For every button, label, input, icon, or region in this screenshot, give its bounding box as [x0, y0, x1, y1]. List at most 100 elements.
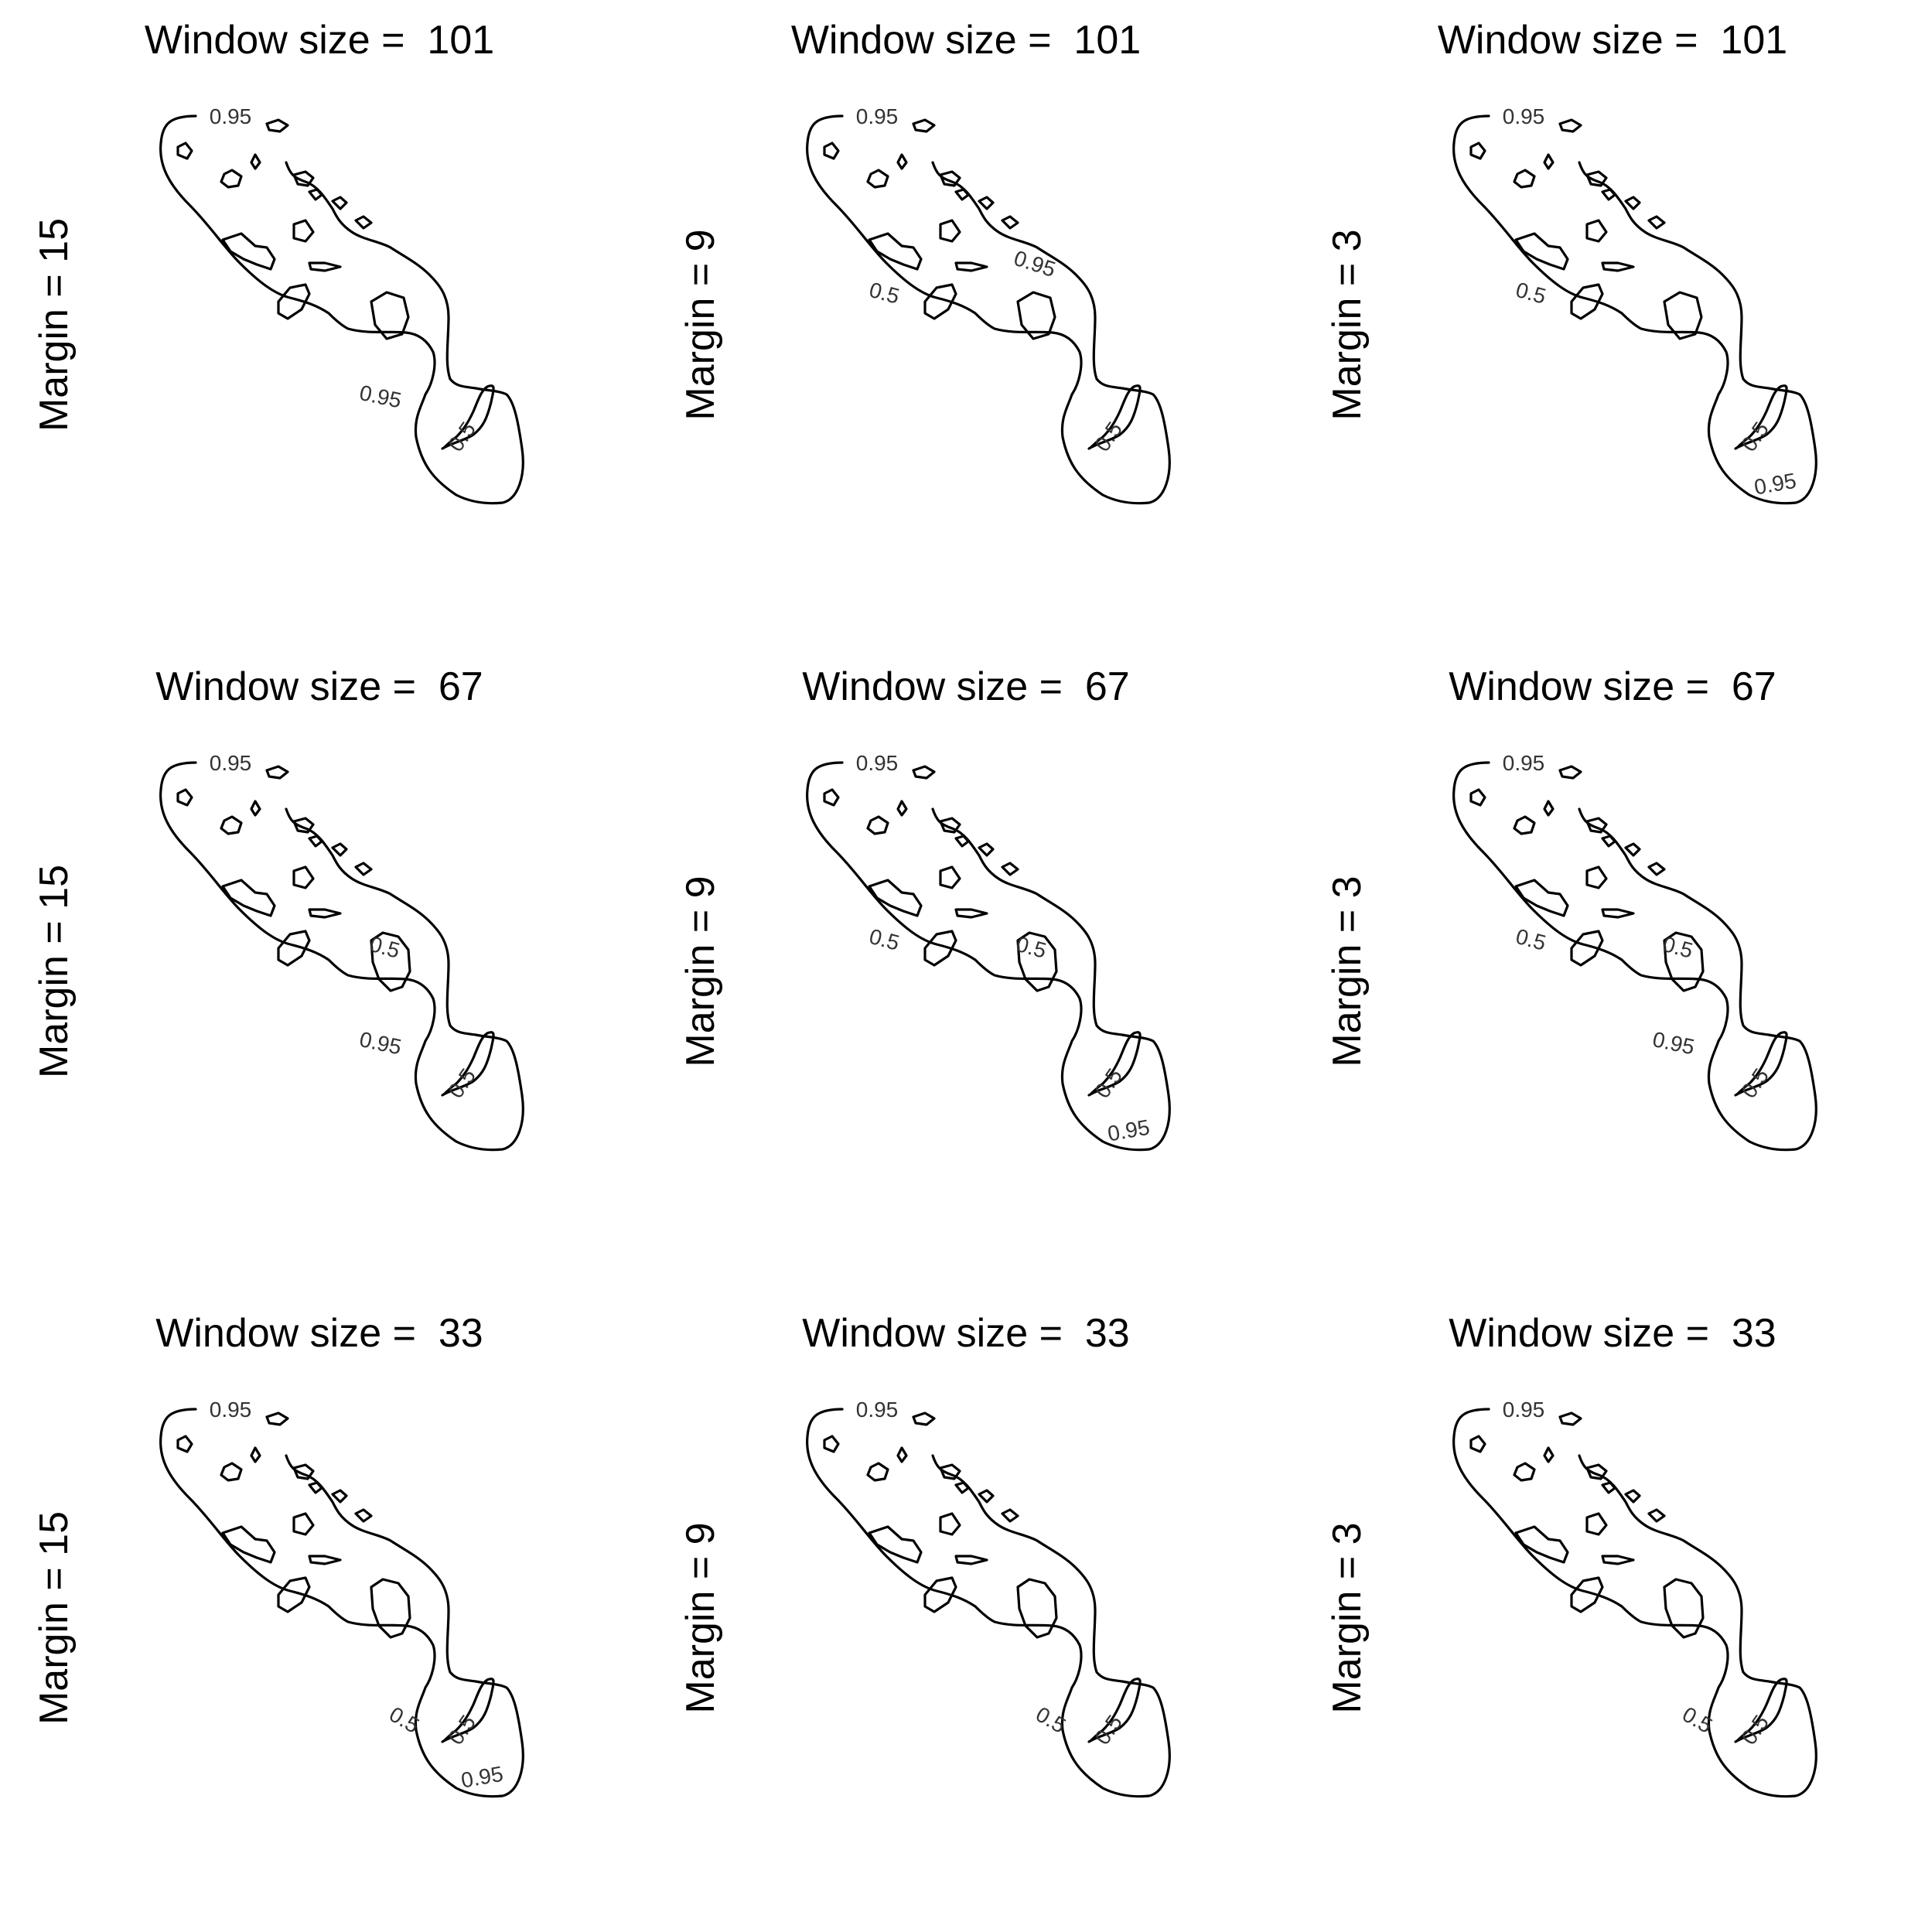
contour-line-05	[823, 1435, 840, 1453]
contour-level-label: 0.95	[1106, 1115, 1152, 1146]
contour-line-05	[1016, 291, 1056, 340]
contour-level-label: 0.95	[856, 751, 899, 775]
contour-line-05	[1558, 118, 1582, 133]
contour-line-095	[806, 114, 1171, 505]
contour-plot: 0.950.5 0.5	[806, 1398, 1171, 1798]
contour-line-05	[277, 1576, 311, 1613]
contour-line-05	[1601, 908, 1635, 919]
contour-line-05	[978, 196, 995, 210]
contour-line-05	[250, 153, 261, 170]
contour-line-05	[1001, 215, 1019, 230]
contour-level-label: 0.5	[1736, 1064, 1773, 1103]
contour-line-05	[1570, 283, 1604, 320]
contour-line-05	[954, 261, 988, 272]
panel-title: Window size = 67	[1449, 664, 1776, 709]
contour-line-05	[1001, 1508, 1019, 1523]
contour-level-label: 0.5	[867, 278, 903, 309]
contour-plot: 0.95 0.95 0.5	[159, 104, 524, 505]
contour-line-05	[308, 835, 323, 848]
contour-plot: 0.950.50.50.95	[1452, 104, 1817, 505]
contour-line-05	[1513, 169, 1536, 189]
contour-level-label: 0.95	[1752, 469, 1798, 500]
contour-line-05	[1601, 261, 1635, 272]
contour-level-label: 0.5	[1514, 924, 1549, 955]
contour-line-05	[1016, 1578, 1058, 1639]
contour-line-05	[912, 118, 936, 133]
contour-line-095	[159, 1408, 524, 1798]
contour-level-label: 0.95	[210, 104, 252, 128]
contour-line-05	[1585, 1512, 1608, 1536]
contour-line-05	[1558, 765, 1582, 780]
contour-panel: Window size = 67 Margin = 3 0.95 0.5 0.5 0.95…	[1293, 647, 1918, 1285]
contour-line-05	[1624, 196, 1641, 210]
contour-line-05	[912, 765, 936, 780]
contour-level-label: 0.5	[1736, 1711, 1773, 1749]
contour-line-05	[1601, 1555, 1635, 1565]
contour-line-05	[1734, 1678, 1788, 1743]
contour-level-label: 0.95	[1503, 751, 1545, 775]
contour-level-label: 0.5	[867, 924, 903, 955]
contour-line-05	[866, 815, 889, 835]
contour-line-05	[308, 908, 342, 919]
contour-line-05	[939, 170, 961, 187]
contour-line-05	[1469, 142, 1486, 160]
contour-line-05	[265, 1411, 289, 1426]
contour-line-05	[939, 865, 961, 889]
contour-panel: Window size = 101 Margin = 9 0.95 0.95 0.5 0.…	[647, 0, 1285, 639]
contour-line-05	[923, 930, 957, 967]
contour-line-05	[1647, 1508, 1666, 1523]
contour-level-label: 0.95	[357, 1027, 404, 1060]
contour-line-05	[221, 1525, 276, 1564]
panel-title: Window size = 101	[1437, 18, 1788, 63]
contour-line-05	[331, 1489, 348, 1504]
contour-level-label: 0.95	[1503, 1398, 1545, 1422]
contour-line-05	[1647, 862, 1666, 876]
contour-line-05	[1543, 800, 1555, 817]
contour-plot: 0.950.5 0.50.950.5	[1452, 751, 1817, 1152]
contour-plot: 0.95 0.95 0.5 0.5	[806, 104, 1171, 505]
contour-line-05	[866, 169, 889, 189]
contour-line-05	[354, 215, 373, 230]
contour-level-label: 0.5	[1090, 1711, 1127, 1749]
contour-level-label: 0.95	[210, 751, 252, 775]
contour-line-05	[1513, 1462, 1536, 1482]
contour-level-label: 0.5	[1090, 1064, 1127, 1103]
contour-line-05	[1514, 1525, 1569, 1564]
contour-line-095	[159, 114, 524, 505]
contour-level-label: 0.95	[1650, 1027, 1697, 1060]
panel-title: Window size = 33	[1449, 1311, 1776, 1356]
contour-line-05	[1087, 1678, 1142, 1743]
contour-line-05	[331, 196, 348, 210]
panel-title: Window size = 33	[155, 1311, 483, 1356]
contour-level-label: 0.5	[443, 1711, 480, 1749]
contour-line-05	[1734, 1031, 1788, 1097]
contour-line-05	[220, 815, 243, 835]
contour-line-05	[265, 118, 289, 133]
contour-line-05	[1514, 232, 1569, 271]
contour-line-05	[939, 817, 961, 834]
contour-line-05	[292, 817, 315, 834]
contour-level-label: 0.95	[210, 1398, 252, 1422]
panel-title: Window size = 33	[802, 1311, 1130, 1356]
contour-line-05	[220, 1462, 243, 1482]
contour-line-05	[308, 188, 323, 201]
contour-line-095	[806, 1408, 1171, 1798]
contour-line-05	[176, 142, 193, 160]
contour-line-05	[220, 169, 243, 189]
contour-level-label: 0.95	[1503, 104, 1545, 128]
contour-line-05	[1585, 1463, 1608, 1480]
contour-line-05	[1016, 931, 1058, 992]
contour-line-05	[1663, 1578, 1705, 1639]
contour-line-05	[176, 788, 193, 807]
contour-line-05	[370, 291, 410, 340]
contour-line-05	[1734, 384, 1788, 450]
contour-line-05	[292, 1463, 315, 1480]
contour-line-05	[866, 1462, 889, 1482]
contour-line-095	[1452, 1408, 1817, 1798]
contour-panel: Window size = 101 Margin = 15 0.95 0.95 0.5	[0, 0, 639, 639]
contour-line-05	[923, 283, 957, 320]
contour-line-05	[823, 142, 840, 160]
contour-line-05	[370, 931, 411, 992]
contour-plot: 0.950.5 0.50.50.95	[806, 751, 1171, 1152]
